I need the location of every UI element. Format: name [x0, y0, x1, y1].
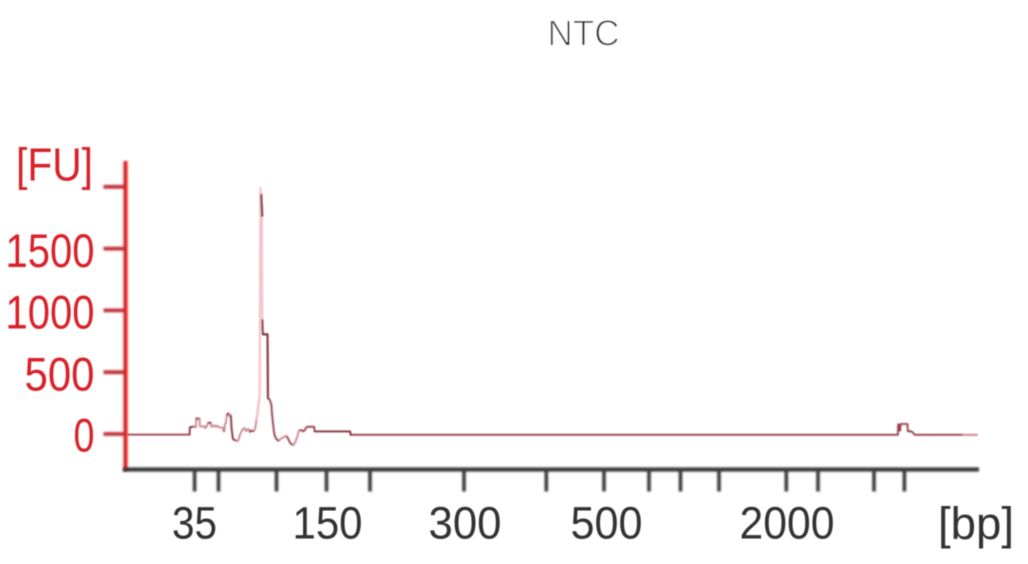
- svg-text:300: 300: [429, 498, 502, 549]
- svg-text:1500: 1500: [6, 224, 95, 277]
- svg-text:2000: 2000: [740, 498, 835, 549]
- svg-text:1000: 1000: [6, 286, 95, 339]
- svg-text:[FU]: [FU]: [16, 139, 93, 191]
- svg-text:500: 500: [571, 498, 643, 549]
- svg-text:NTC: NTC: [548, 13, 620, 54]
- svg-text:500: 500: [25, 348, 95, 401]
- svg-text:150: 150: [293, 498, 363, 549]
- svg-text:35: 35: [172, 498, 217, 549]
- svg-text:0: 0: [74, 408, 95, 461]
- svg-text:[bp]: [bp]: [938, 498, 1014, 549]
